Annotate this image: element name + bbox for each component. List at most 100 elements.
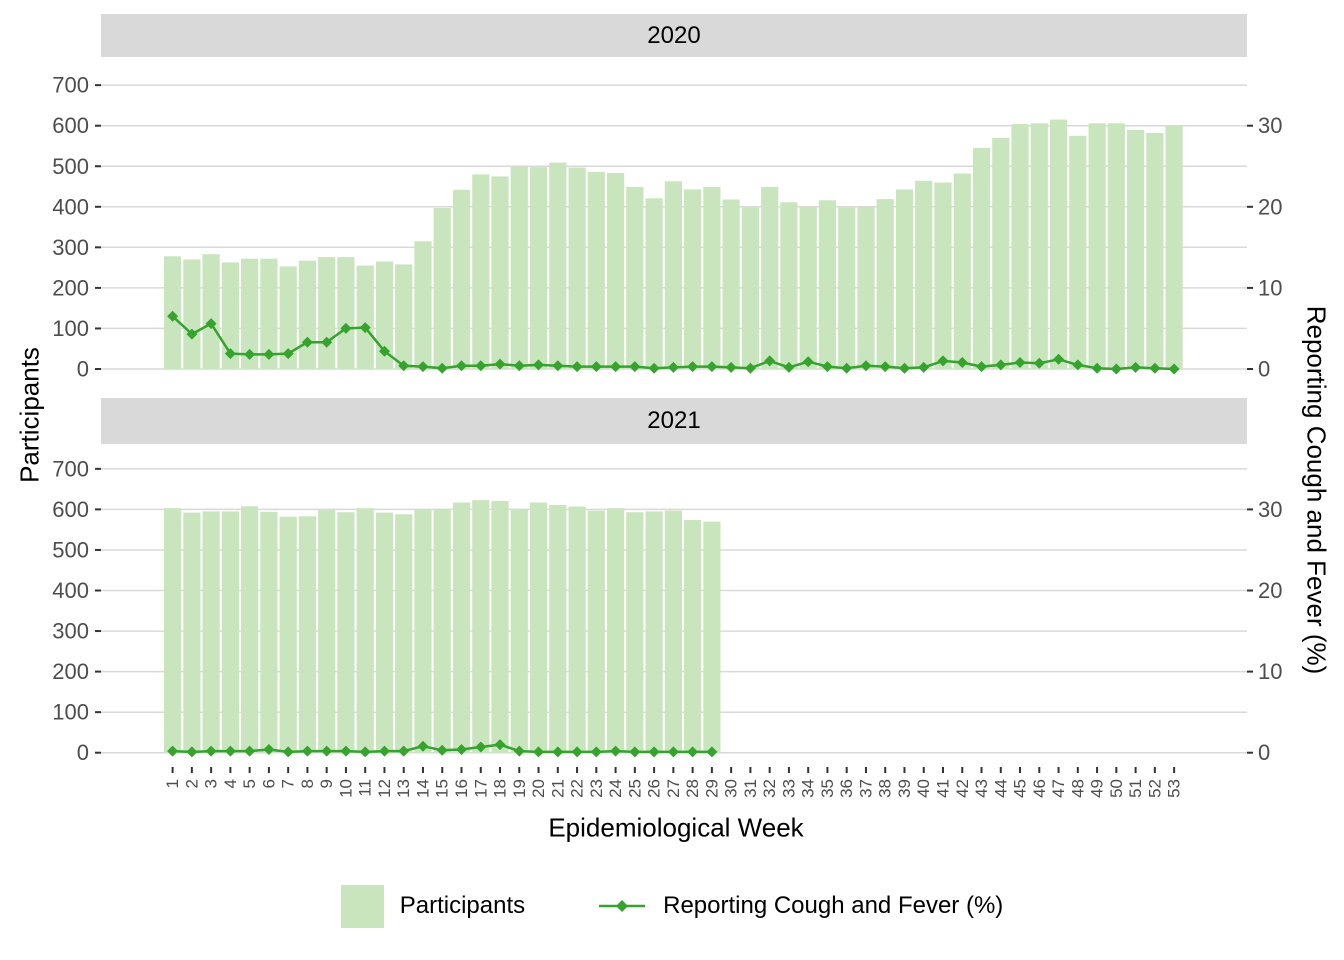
- y-left-tick-label: 500: [52, 537, 89, 562]
- marker-week-8: [301, 745, 313, 757]
- marker-week-14: [417, 740, 429, 752]
- y-right-tick-label: 20: [1258, 194, 1282, 219]
- legend-swatch-participants: [340, 884, 384, 928]
- bar-week-11: [356, 265, 374, 369]
- x-tick-label: 39: [895, 779, 914, 798]
- bar-week-17: [472, 174, 490, 369]
- marker-week-7: [282, 746, 294, 758]
- y-left-tick-label: 400: [52, 578, 89, 603]
- x-tick-label: 2: [182, 779, 201, 788]
- x-tick-label: 34: [799, 779, 818, 798]
- x-tick-label: 23: [587, 779, 606, 798]
- marker-week-18: [494, 739, 506, 751]
- marker-week-38: [879, 361, 891, 373]
- bar-week-2: [183, 259, 201, 369]
- marker-week-15: [436, 362, 448, 374]
- marker-week-45: [1014, 357, 1026, 368]
- y-right-tick-label: 0: [1258, 357, 1270, 382]
- panel-2021: [101, 468, 1247, 758]
- x-tick-label: 7: [279, 779, 298, 788]
- bar-week-49: [1088, 123, 1106, 369]
- marker-week-30: [725, 361, 737, 373]
- left-axis-title: Participants: [14, 347, 45, 483]
- bar-week-9: [318, 257, 336, 369]
- marker-week-9: [321, 336, 333, 348]
- bar-week-25: [626, 512, 644, 753]
- bar-week-6: [260, 258, 278, 369]
- marker-week-21: [552, 746, 564, 758]
- marker-week-4: [224, 348, 236, 360]
- y-left-tick-label: 200: [52, 275, 89, 300]
- bar-week-11: [356, 508, 374, 753]
- marker-week-4: [224, 745, 236, 757]
- x-tick-label: 40: [914, 779, 933, 798]
- bar-week-14: [414, 241, 432, 369]
- x-tick-label: 29: [702, 779, 721, 798]
- x-tick-label: 17: [471, 779, 490, 798]
- marker-week-2: [186, 746, 198, 758]
- y-left-tick-label: 700: [52, 456, 89, 481]
- x-tick-label: 19: [510, 779, 529, 798]
- marker-week-41: [937, 355, 949, 367]
- bar-week-16: [452, 502, 471, 753]
- marker-week-5: [244, 348, 256, 360]
- x-tick-label: 14: [413, 779, 432, 798]
- bar-week-1: [164, 508, 182, 753]
- marker-week-34: [802, 356, 814, 368]
- marker-week-2: [186, 328, 198, 340]
- bar-week-13: [395, 514, 413, 753]
- bar-week-27: [664, 510, 682, 753]
- marker-week-53: [1168, 363, 1180, 375]
- marker-week-51: [1130, 361, 1142, 373]
- bar-week-18: [491, 500, 509, 753]
- marker-week-16: [456, 744, 467, 755]
- x-tick-label: 43: [972, 779, 991, 798]
- marker-week-27: [667, 361, 679, 373]
- marker-week-14: [417, 361, 429, 373]
- x-tick-label: 35: [818, 779, 837, 798]
- bar-week-13: [395, 264, 413, 369]
- bar-week-22: [568, 506, 586, 753]
- y-left-tick-label: 600: [52, 113, 89, 138]
- bar-week-37: [857, 206, 875, 369]
- bar-week-41: [934, 182, 952, 369]
- marker-week-25: [629, 746, 641, 758]
- bar-week-19: [510, 166, 528, 369]
- bar-week-17: [472, 500, 490, 753]
- x-tick-label: 4: [221, 779, 240, 788]
- marker-week-29: [706, 361, 718, 373]
- marker-week-44: [995, 359, 1007, 371]
- x-tick-label: 9: [317, 779, 336, 788]
- x-tick-label: 42: [953, 779, 972, 798]
- bar-week-9: [318, 510, 336, 753]
- marker-week-21: [552, 360, 564, 372]
- y-right-tick-label: 10: [1258, 659, 1282, 684]
- x-tick-label: 31: [741, 779, 760, 798]
- bar-week-26: [645, 511, 663, 753]
- x-tick-label: 1: [163, 779, 182, 788]
- facet-label-2021: 2021: [647, 407, 701, 434]
- bar-week-10: [337, 512, 355, 753]
- marker-week-20: [533, 359, 544, 371]
- bar-week-21: [549, 162, 567, 369]
- bar-week-12: [375, 261, 394, 369]
- marker-week-37: [860, 360, 872, 372]
- marker-week-8: [301, 336, 313, 348]
- bar-week-4: [221, 262, 239, 369]
- marker-week-13: [398, 360, 410, 372]
- x-tick-label: 6: [259, 779, 278, 788]
- marker-week-5: [244, 745, 256, 757]
- bar-week-6: [260, 511, 278, 753]
- y-left-tick-label: 0: [77, 740, 89, 765]
- bar-week-44: [992, 137, 1010, 369]
- marker-week-22: [571, 361, 583, 373]
- x-tick-label: 27: [664, 779, 683, 798]
- marker-week-13: [398, 745, 410, 757]
- bar-week-31: [741, 207, 759, 369]
- bar-week-22: [568, 167, 586, 369]
- x-tick-label: 28: [683, 779, 702, 798]
- bar-week-28: [684, 189, 702, 369]
- x-tick-label: 10: [336, 779, 355, 798]
- y-left-tick-label: 400: [52, 194, 89, 219]
